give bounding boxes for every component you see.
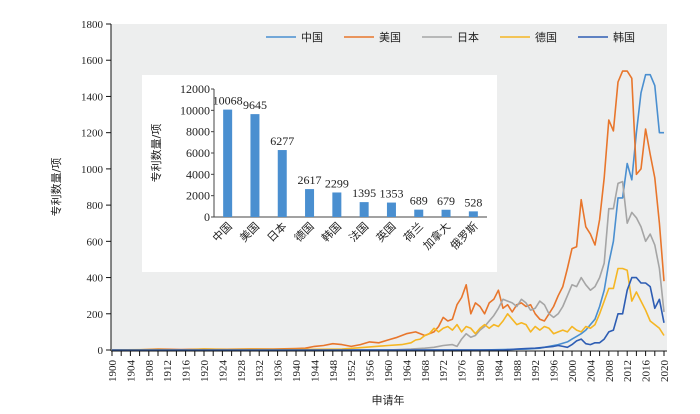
inset-y-tick-label: 12000	[180, 82, 210, 96]
x-tick-label: 2020	[659, 360, 671, 383]
x-tick-label: 1904	[125, 360, 137, 383]
x-tick-label: 1900	[107, 360, 119, 383]
inset-background	[142, 75, 497, 272]
x-tick-label: 2004	[585, 360, 597, 383]
x-tick-label: 1928	[236, 360, 248, 383]
inset-bar-4	[332, 192, 342, 217]
x-tick-label: 2008	[604, 360, 616, 383]
inset-y-tick-label: 10000	[180, 103, 210, 117]
legend-label-4: 韩国	[613, 30, 635, 44]
x-tick-label: 1964	[401, 360, 413, 383]
inset-bar-8	[441, 209, 451, 217]
main-y-axis-title: 专利数量/项	[49, 158, 63, 217]
y-tick-label: 1200	[81, 128, 104, 140]
inset-bar-value-label: 2299	[325, 176, 349, 190]
x-tick-label: 1912	[162, 360, 174, 382]
x-tick-label: 1936	[273, 360, 285, 383]
y-tick-label: 600	[87, 236, 104, 248]
inset-bar-5	[359, 202, 369, 217]
inset-bar-6	[386, 202, 396, 217]
inset-bar-1	[250, 114, 260, 217]
x-tick-label: 1908	[144, 360, 156, 383]
y-tick-label: 200	[87, 309, 104, 321]
series-line-4	[112, 276, 665, 351]
legend-label-1: 美国	[379, 31, 401, 44]
x-tick-label: 1984	[493, 360, 505, 383]
y-tick-label: 1800	[81, 19, 104, 31]
inset-bar-value-label: 2617	[298, 173, 322, 187]
inset-y-tick-label: 4000	[186, 167, 210, 181]
main-axes: 0 200 400 600 800 1000 1200 1400 1600 1800 1900 190…	[81, 19, 671, 382]
y-tick-label: 800	[87, 200, 104, 212]
inset-y-tick-label: 0	[204, 210, 210, 224]
series-line-2	[112, 180, 665, 351]
inset-bar-3	[305, 189, 315, 217]
x-tick-label: 1976	[457, 360, 469, 383]
inset-bar-value-label: 679	[437, 194, 455, 208]
inset-y-tick-label: 2000	[186, 189, 210, 203]
inset-bar-2	[277, 150, 287, 217]
y-tick-label: 1000	[81, 164, 104, 176]
main-series-lines	[111, 70, 665, 351]
legend: 中国 美国 日本 德国 韩国	[266, 30, 635, 44]
inset-y-tick-label: 6000	[186, 146, 210, 160]
inset-bar-value-label: 1395	[352, 186, 376, 200]
x-tick-label: 1980	[475, 360, 487, 383]
y-tick-label: 1400	[81, 91, 104, 103]
main-x-axis-title: 申请年	[372, 393, 405, 407]
x-tick-label: 1956	[365, 360, 377, 383]
x-tick-label: 1940	[291, 360, 303, 383]
x-tick-label: 1992	[530, 360, 542, 382]
x-tick-label: 1996	[549, 360, 561, 383]
x-tick-label: 1920	[199, 360, 211, 383]
inset-y-tick-label: 8000	[186, 125, 210, 139]
x-tick-label: 2000	[567, 360, 579, 383]
y-tick-label: 0	[98, 345, 104, 357]
legend-label-0: 中国	[301, 31, 323, 44]
x-tick-label: 2016	[641, 360, 653, 383]
legend-label-2: 日本	[457, 30, 479, 44]
inset-bar-7	[414, 209, 424, 217]
x-tick-label: 1916	[181, 360, 193, 383]
inset-bar-value-label: 6277	[270, 134, 294, 148]
x-tick-label: 1972	[438, 360, 450, 382]
inset-y-axis-title: 专利数量/项	[149, 124, 163, 183]
inset-bar-0	[223, 109, 233, 217]
x-tick-label: 1948	[328, 360, 340, 383]
x-tick-label: 1968	[420, 360, 432, 383]
inset-bar-9	[468, 211, 478, 217]
x-tick-label: 1952	[346, 360, 358, 382]
series-line-3	[111, 267, 665, 351]
inset-bar-value-label: 10068	[213, 94, 243, 108]
y-tick-label: 400	[87, 273, 104, 285]
x-tick-label: 1932	[254, 360, 266, 382]
series-line-1	[112, 70, 665, 351]
inset-bar-value-label: 528	[464, 195, 482, 209]
inset-bar-value-label: 9645	[243, 98, 267, 112]
y-tick-label: 1600	[81, 55, 104, 67]
x-tick-label: 1924	[217, 360, 229, 383]
inset-bar-value-label: 689	[410, 194, 428, 208]
x-tick-label: 2012	[622, 360, 634, 382]
inset-bar-value-label: 1353	[379, 187, 403, 201]
x-tick-label: 1944	[309, 360, 321, 383]
x-tick-label: 1960	[383, 360, 395, 383]
x-tick-label: 1988	[512, 360, 524, 383]
legend-label-3: 德国	[535, 30, 557, 44]
